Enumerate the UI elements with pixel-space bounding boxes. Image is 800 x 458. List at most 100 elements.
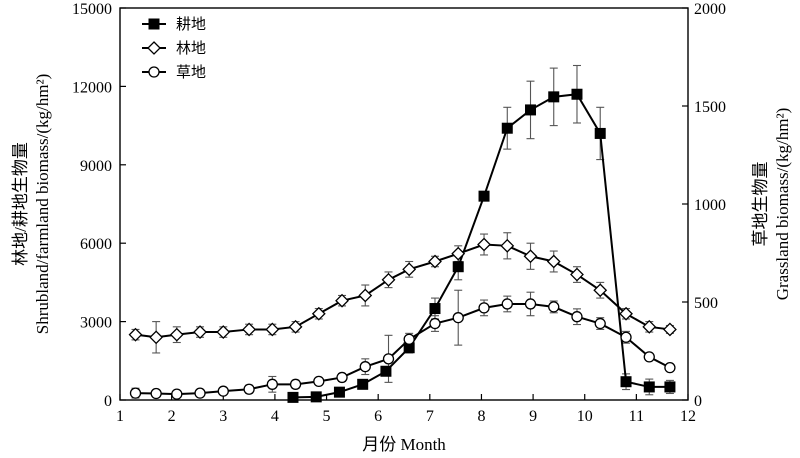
axes: 1 2 3 4 5 6 7 8 9 10 11 120300060009000120001500005…: [72, 1, 726, 425]
data-point: [663, 322, 677, 337]
data-point: [452, 261, 464, 273]
data-point: [359, 361, 371, 373]
y-left-tick-label: 12000: [72, 79, 112, 96]
data-point: [548, 91, 560, 103]
data-point: [501, 122, 513, 134]
legend-label: 耕地: [176, 15, 206, 33]
x-tick-label: 2: [168, 408, 176, 425]
data-point: [429, 303, 441, 315]
x-tick-label: 10: [577, 408, 593, 425]
data-point: [500, 238, 515, 253]
data-point: [311, 306, 326, 321]
data-point: [242, 322, 257, 337]
data-point: [570, 267, 584, 282]
series-lines: [135, 93, 671, 399]
legend-label: 林地: [176, 39, 206, 57]
x-tick-label: 12: [680, 408, 696, 425]
data-point: [217, 385, 229, 397]
y-left-tick-label: 0: [104, 393, 112, 410]
legend-marker: [148, 66, 160, 78]
data-point: [664, 381, 676, 393]
y-right-tick-label: 500: [694, 295, 718, 312]
series-line-3: [135, 302, 671, 396]
y-left-axis-title-line: Shrubland/farmland biomass/(kg/hm²): [33, 74, 52, 335]
data-point: [380, 365, 392, 377]
data-point: [642, 319, 657, 334]
legend-label: 草地: [176, 63, 206, 81]
data-point: [452, 312, 464, 324]
data-point: [150, 387, 162, 400]
y-right-axis-title-line: 草地生物量: [751, 162, 770, 247]
data-point: [478, 190, 490, 202]
y-right-tick-label: 0: [694, 393, 702, 410]
data-point: [288, 319, 303, 334]
data-point: [594, 317, 606, 330]
data-point: [171, 388, 183, 400]
y-right-tick-label: 1500: [694, 99, 726, 116]
data-point: [310, 391, 322, 403]
data-point: [571, 311, 583, 323]
data-point: [313, 375, 325, 388]
x-tick-label: 1: [116, 408, 124, 425]
data-point: [289, 378, 302, 390]
series-markers: [128, 88, 677, 403]
data-point: [428, 254, 442, 269]
data-point: [546, 254, 561, 269]
data-point: [643, 351, 655, 363]
x-tick-label: 4: [271, 408, 279, 425]
x-tick-label: 5: [323, 408, 331, 425]
data-point: [619, 306, 633, 321]
data-point: [664, 362, 676, 374]
legend-marker: [148, 18, 160, 30]
y-left-tick-label: 9000: [80, 158, 112, 175]
axis-titles: 月份 Month 林地/耕地生物量 Shrubland/farmland bioma…: [11, 74, 792, 454]
data-point: [381, 272, 396, 287]
x-tick-label: 3: [219, 408, 227, 425]
y-right-axis-title: 草地生物量 Grassland biomass/(kg/hm²): [751, 108, 792, 301]
y-right-axis-title-line: Grassland biomass/(kg/hm²): [773, 108, 792, 301]
legend-marker: [147, 41, 161, 55]
series-line-2: [135, 243, 671, 339]
data-point: [429, 317, 441, 330]
y-right-tick-label: 2000: [694, 1, 726, 18]
data-point: [620, 331, 632, 343]
y-left-tick-label: 15000: [72, 1, 112, 18]
error-bars: [131, 64, 674, 399]
data-point: [643, 381, 655, 393]
data-point: [357, 378, 369, 390]
y-left-axis-title: 林地/耕地生物量 Shrubland/farmland biomass/(kg/h…: [11, 74, 52, 335]
data-point: [128, 327, 143, 342]
x-tick-label: 7: [426, 408, 434, 425]
data-point: [571, 88, 583, 100]
x-axis-title: 月份 Month: [362, 435, 446, 454]
data-point: [524, 298, 537, 310]
data-point: [333, 386, 345, 398]
data-point: [193, 325, 207, 339]
data-point: [525, 104, 537, 116]
data-point: [402, 262, 417, 277]
x-tick-label: 8: [477, 408, 485, 425]
y-right-tick-label: 1000: [694, 197, 726, 214]
data-point: [523, 249, 538, 264]
data-point: [266, 378, 278, 390]
data-point: [129, 387, 142, 399]
data-point: [216, 325, 231, 339]
data-point: [169, 327, 184, 342]
data-point: [593, 283, 608, 298]
data-point: [478, 302, 490, 314]
y-left-axis-title-line: 林地/耕地生物量: [11, 142, 30, 266]
data-point: [548, 301, 560, 313]
y-left-tick-label: 3000: [80, 315, 112, 332]
y-left-tick-label: 6000: [80, 236, 112, 253]
data-point: [287, 391, 299, 403]
x-tick-label: 11: [629, 408, 644, 425]
data-point: [451, 246, 466, 261]
data-point: [335, 293, 349, 308]
data-point: [501, 298, 513, 310]
data-point: [243, 383, 255, 395]
data-point: [358, 288, 373, 303]
data-point: [477, 237, 491, 252]
data-point: [149, 330, 164, 345]
